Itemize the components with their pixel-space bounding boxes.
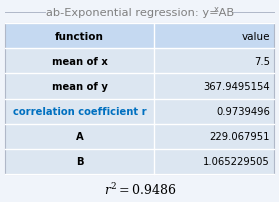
Text: mean of x: mean of x xyxy=(52,57,108,66)
Bar xyxy=(5,24,274,174)
Text: B: B xyxy=(76,157,83,167)
Bar xyxy=(154,149,274,174)
Bar xyxy=(5,24,154,49)
Text: mean of y: mean of y xyxy=(52,82,108,92)
Text: ab-Exponential regression: y=AB: ab-Exponential regression: y=AB xyxy=(46,8,234,18)
Text: x: x xyxy=(214,4,219,14)
Text: value: value xyxy=(242,32,270,41)
Bar xyxy=(5,49,154,74)
Bar xyxy=(154,99,274,124)
Bar xyxy=(5,149,154,174)
Text: 367.9495154: 367.9495154 xyxy=(203,82,270,92)
Bar xyxy=(154,24,274,49)
Text: 0.9739496: 0.9739496 xyxy=(216,107,270,117)
Bar xyxy=(154,49,274,74)
Text: 1.065229505: 1.065229505 xyxy=(203,157,270,167)
Text: function: function xyxy=(55,32,104,41)
Bar xyxy=(5,124,154,149)
Text: correlation coefficient r: correlation coefficient r xyxy=(13,107,146,117)
Bar xyxy=(5,99,154,124)
Bar xyxy=(154,74,274,99)
Bar xyxy=(5,74,154,99)
Bar xyxy=(154,124,274,149)
Text: A: A xyxy=(76,132,83,142)
Text: 7.5: 7.5 xyxy=(254,57,270,66)
Text: 229.067951: 229.067951 xyxy=(210,132,270,142)
Text: $r^2 = 0.9486$: $r^2 = 0.9486$ xyxy=(104,181,176,197)
